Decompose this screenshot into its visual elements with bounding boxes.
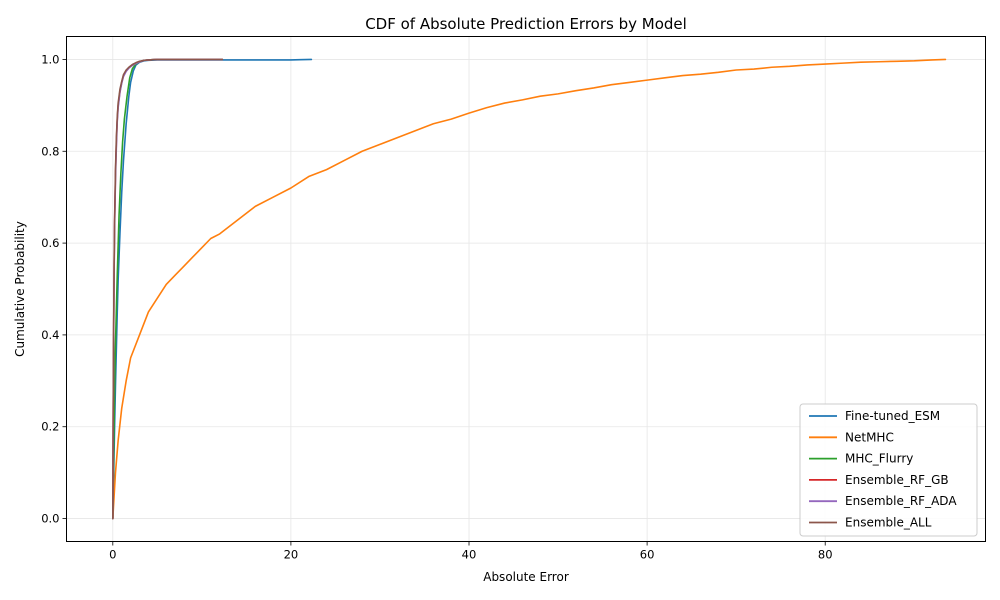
y-tick-label: 0.8	[41, 144, 59, 158]
x-tick-label: 80	[818, 548, 833, 562]
x-axis: 0 20 40 60 80	[109, 541, 833, 562]
y-axis: 0.0 0.2 0.4 0.6 0.8 1.0	[41, 52, 67, 526]
y-tick-label: 0.4	[41, 328, 59, 342]
y-axis-label: Cumulative Probability	[13, 221, 27, 357]
legend-label-netmhc: NetMHC	[845, 430, 894, 444]
legend-label-ensemble-rf-ada: Ensemble_RF_ADA	[845, 494, 957, 508]
plot-frame	[66, 36, 986, 542]
legend-label-ensemble-rf-gb: Ensemble_RF_GB	[845, 473, 949, 487]
x-tick-label: 0	[109, 548, 116, 562]
series-lines	[112, 58, 947, 520]
legend-label-fine-tuned-esm: Fine-tuned_ESM	[845, 409, 940, 423]
legend-label-ensemble-all: Ensemble_ALL	[845, 516, 932, 530]
x-axis-label: Absolute Error	[483, 570, 569, 584]
x-tick-label: 60	[640, 548, 655, 562]
y-tick-label: 1.0	[41, 52, 59, 66]
legend-label-mhc-flurry: MHC_Flurry	[845, 452, 913, 466]
x-tick-label: 20	[284, 548, 299, 562]
x-tick-label: 40	[462, 548, 477, 562]
y-tick-label: 0.0	[41, 512, 59, 526]
series-line-ensemble-all	[112, 58, 224, 520]
y-tick-label: 0.2	[41, 420, 59, 434]
series-line-netmhc	[112, 58, 947, 520]
chart-title: CDF of Absolute Prediction Errors by Mod…	[365, 15, 687, 33]
legend: Fine-tuned_ESM NetMHC MHC_Flurry Ensemble_R…	[799, 403, 978, 537]
legend-box	[799, 403, 978, 537]
y-tick-label: 0.6	[41, 236, 59, 250]
